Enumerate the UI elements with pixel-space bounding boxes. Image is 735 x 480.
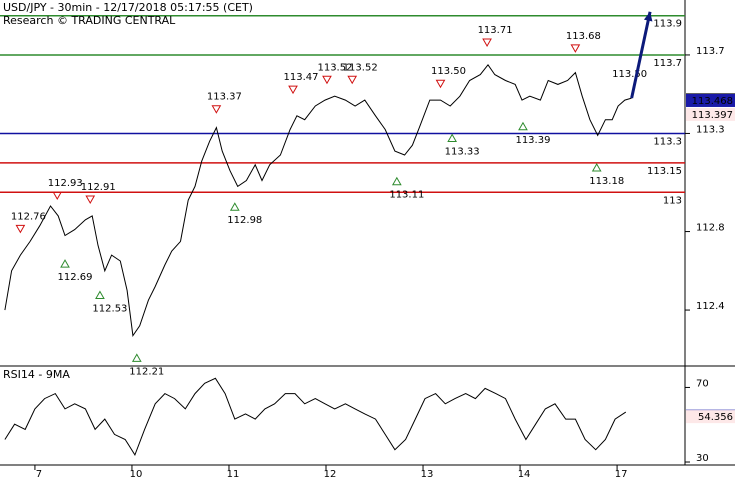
price-flag-label: 54.356 — [698, 412, 733, 423]
high-label: 113.37 — [207, 92, 242, 103]
high-label: 113.68 — [566, 31, 601, 42]
y-tick-label: 70 — [696, 378, 709, 389]
low-marker — [95, 290, 105, 300]
high-label: 113.52 — [317, 62, 352, 73]
low-label: 112.53 — [92, 304, 127, 315]
low-marker — [518, 121, 528, 131]
chart-title: USD/JPY - 30min - 12/17/2018 05:17:55 (C… — [3, 1, 253, 14]
projection-arrow — [630, 11, 652, 99]
low-label: 113.18 — [589, 176, 624, 187]
high-marker — [482, 38, 492, 47]
high-label: 113.47 — [284, 72, 319, 83]
low-label: 112.21 — [129, 366, 164, 377]
price-flag-label: 113.468 — [692, 96, 733, 107]
y-tick-label: 113.7 — [696, 46, 725, 57]
y-tick-label: 30 — [696, 453, 709, 464]
low-marker — [391, 176, 402, 186]
high-label: 112.76 — [11, 211, 46, 222]
high-marker — [570, 44, 581, 53]
high-label: 113.71 — [478, 25, 513, 36]
rsi-title: RSI14 - 9MA — [3, 368, 70, 381]
price-flag — [686, 410, 735, 424]
low-marker — [60, 259, 70, 268]
high-marker — [85, 195, 96, 204]
x-tick-label: 11 — [227, 469, 240, 480]
low-label: 112.69 — [58, 272, 93, 283]
level-label: 113 — [663, 195, 682, 206]
low-marker — [447, 133, 458, 143]
low-label: 113.11 — [389, 190, 424, 201]
price-flag — [686, 107, 735, 121]
chart-subtitle: Research © TRADING CENTRAL — [3, 14, 176, 27]
y-tick-label: 113.3 — [696, 124, 725, 135]
x-tick-label: 12 — [324, 469, 337, 480]
high-label: 112.91 — [81, 182, 116, 193]
level-label: 113.7 — [653, 58, 682, 69]
low-label: 113.39 — [515, 135, 550, 146]
high-marker — [435, 79, 446, 89]
low-marker — [131, 353, 142, 362]
high-marker — [52, 191, 63, 201]
y-tick-label: 112.8 — [696, 223, 725, 234]
price-panel: 113.7 113.3 112.8 112.4 113.9 113.7 113.3 113.1… — [0, 11, 735, 377]
high-marker — [211, 105, 222, 114]
x-tick-label: 10 — [130, 469, 143, 480]
high-marker — [288, 85, 298, 95]
price-line — [4, 63, 632, 337]
price-line — [4, 377, 627, 457]
x-tick-label: 7 — [36, 469, 42, 480]
arrow-head — [643, 11, 653, 22]
high-marker — [322, 75, 332, 85]
price-flag — [686, 93, 735, 107]
x-tick-label: 14 — [518, 469, 531, 480]
target-label: 113.50 — [612, 69, 647, 80]
x-tick-label: 17 — [615, 469, 628, 480]
level-label: 113.9 — [653, 19, 682, 30]
high-marker — [347, 75, 358, 85]
level-label: 113.3 — [653, 136, 682, 147]
low-label: 113.33 — [445, 147, 480, 158]
high-label: 112.93 — [48, 178, 83, 189]
high-label: 113.52 — [343, 62, 378, 73]
x-tick-label: 13 — [421, 469, 434, 480]
low-label: 112.98 — [227, 215, 262, 226]
price-flag-label: 113.397 — [692, 110, 733, 121]
low-marker — [591, 162, 602, 172]
level-label: 113.15 — [647, 166, 682, 177]
low-marker — [229, 202, 240, 211]
high-label: 113.50 — [431, 66, 466, 77]
high-marker — [15, 224, 26, 234]
y-tick-label: 112.4 — [696, 301, 725, 312]
